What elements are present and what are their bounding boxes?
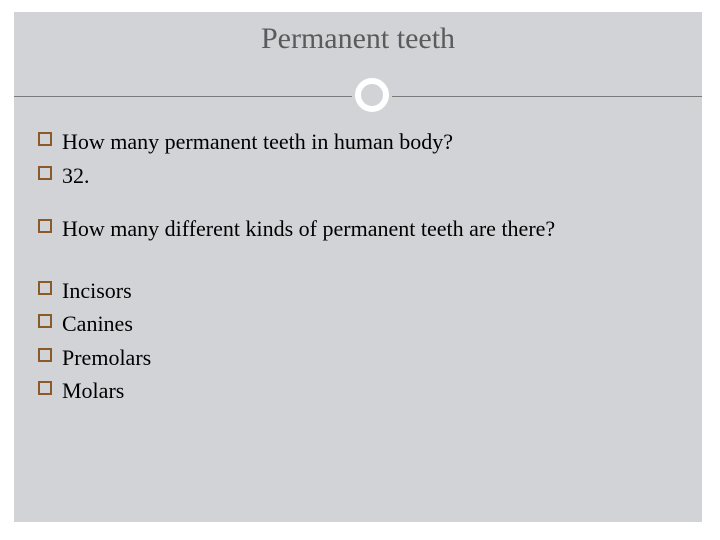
list-item-text: Canines [62,311,133,336]
square-bullet-icon [38,314,52,328]
title-decor [14,78,702,114]
square-bullet-icon [38,166,52,180]
list-item: Canines [38,310,678,338]
list-item: Incisors [38,277,678,305]
square-bullet-icon [38,281,52,295]
slide-inner: Permanent teeth How many permanent teeth… [14,12,702,522]
list-item-text: Molars [62,378,124,403]
list-item-text: How many different kinds of permanent te… [62,216,555,241]
list-item-text: Incisors [62,278,132,303]
square-bullet-icon [38,132,52,146]
list-item-text: How many permanent teeth in human body? [62,129,453,154]
list-item: How many permanent teeth in human body? [38,128,678,156]
slide: Permanent teeth How many permanent teeth… [0,0,720,540]
rule-left [14,96,352,97]
square-bullet-icon [38,381,52,395]
spacer [38,249,678,277]
list-item-text: 32. [62,163,90,188]
list-item: Molars [38,377,678,405]
circle-icon [355,78,389,112]
list-item: 32. [38,162,678,190]
slide-title: Permanent teeth [14,12,702,56]
square-bullet-icon [38,219,52,233]
square-bullet-icon [38,348,52,362]
list-item-text: Premolars [62,345,151,370]
spacer [38,195,678,215]
slide-body: How many permanent teeth in human body? … [14,114,702,405]
list-item: How many different kinds of permanent te… [38,215,678,243]
rule-right [392,96,702,97]
list-item: Premolars [38,344,678,372]
